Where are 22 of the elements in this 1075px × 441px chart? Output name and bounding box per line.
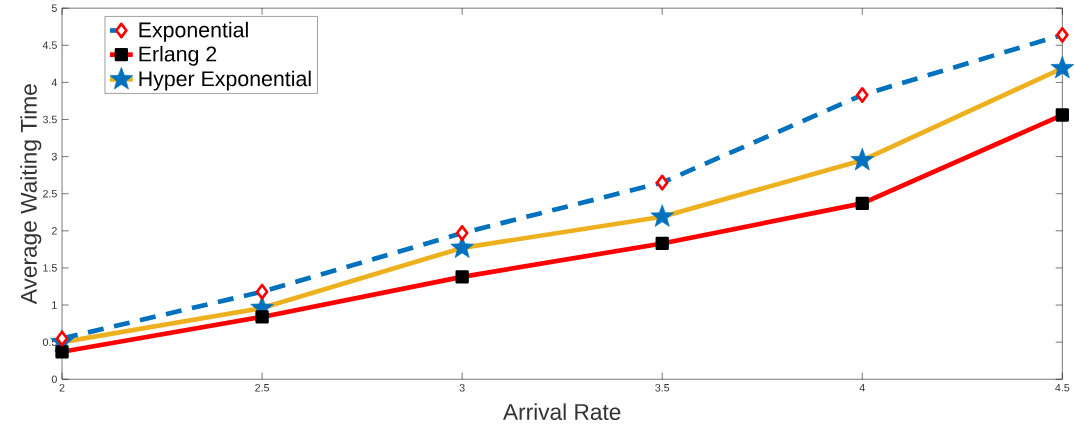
y-tick-label: 5	[51, 4, 57, 12]
y-tick-label: 1	[52, 301, 57, 309]
y-tick-label: 3	[51, 152, 57, 161]
legend-label: Exponential	[139, 21, 248, 42]
x-axis-title: Arrival Rate	[503, 403, 621, 420]
y-axis-title: Average Waiting Time	[20, 84, 42, 304]
y-tick-label: 4.5	[42, 41, 57, 49]
legend-label: Hyper Exponential	[139, 70, 311, 91]
y-tick-label: 2.5	[43, 189, 57, 198]
y-tick-label: 0.5	[42, 338, 57, 346]
x-tick-label: 4	[859, 383, 865, 392]
y-tick-label: 0	[51, 375, 57, 383]
y-tick-label: 1.5	[43, 264, 57, 272]
x-tick-label: 3.5	[655, 383, 670, 392]
x-tick-label: 2.5	[255, 383, 270, 392]
x-tick-label: 4.5	[1055, 383, 1070, 392]
legend-label: Erlang 2	[139, 45, 217, 66]
x-tick-label: 3	[459, 383, 465, 392]
y-tick-label: 4	[51, 78, 58, 86]
y-tick-label: 2	[51, 226, 57, 235]
y-tick-label: 3.5	[42, 115, 57, 124]
x-tick-label: 2	[59, 383, 65, 392]
